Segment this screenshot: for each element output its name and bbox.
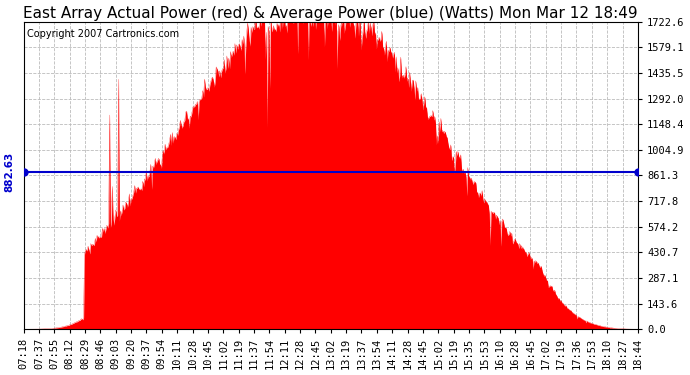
Text: Copyright 2007 Cartronics.com: Copyright 2007 Cartronics.com (27, 29, 179, 39)
Title: East Array Actual Power (red) & Average Power (blue) (Watts) Mon Mar 12 18:49: East Array Actual Power (red) & Average … (23, 6, 638, 21)
Text: 882.63: 882.63 (4, 152, 14, 192)
